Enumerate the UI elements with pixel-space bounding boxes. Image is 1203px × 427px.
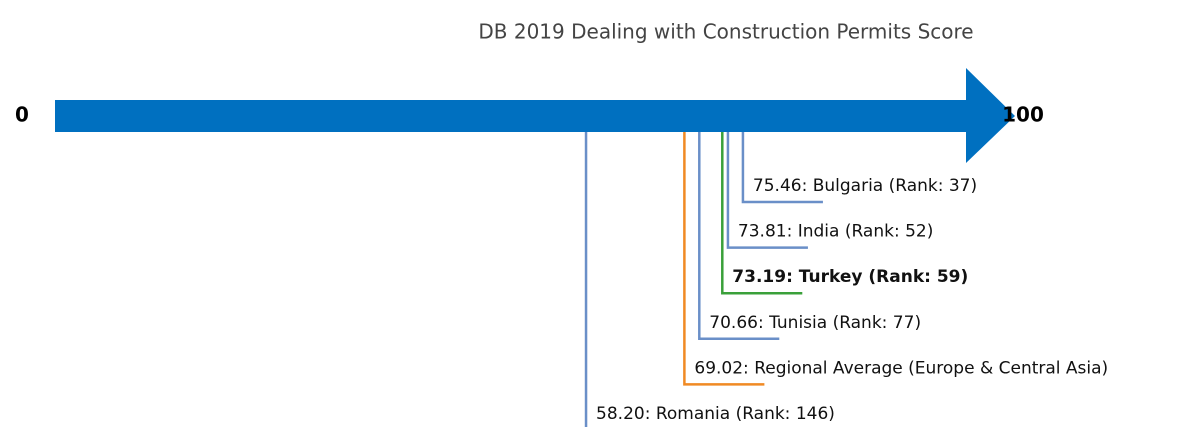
leader-line bbox=[683, 132, 765, 386]
point-label: 70.66: Tunisia (Rank: 77) bbox=[709, 313, 921, 333]
leader-line bbox=[721, 132, 803, 295]
leader-line bbox=[584, 132, 588, 427]
leader-line bbox=[726, 132, 808, 249]
leader-line bbox=[741, 132, 823, 204]
leader-line bbox=[698, 132, 780, 341]
tick-label: 0 bbox=[15, 103, 29, 127]
tick-label: 100 bbox=[1002, 103, 1044, 127]
point-label: 58.20: Romania (Rank: 146) bbox=[596, 404, 835, 424]
point-label: 73.81: India (Rank: 52) bbox=[738, 222, 933, 242]
chart-title: DB 2019 Dealing with Construction Permit… bbox=[478, 20, 973, 44]
axis-arrow bbox=[55, 68, 1015, 163]
point-label: 75.46: Bulgaria (Rank: 37) bbox=[753, 176, 977, 196]
point-label: 73.19: Turkey (Rank: 59) bbox=[732, 267, 968, 287]
point-label: 69.02: Regional Average (Europe & Centra… bbox=[694, 358, 1108, 378]
